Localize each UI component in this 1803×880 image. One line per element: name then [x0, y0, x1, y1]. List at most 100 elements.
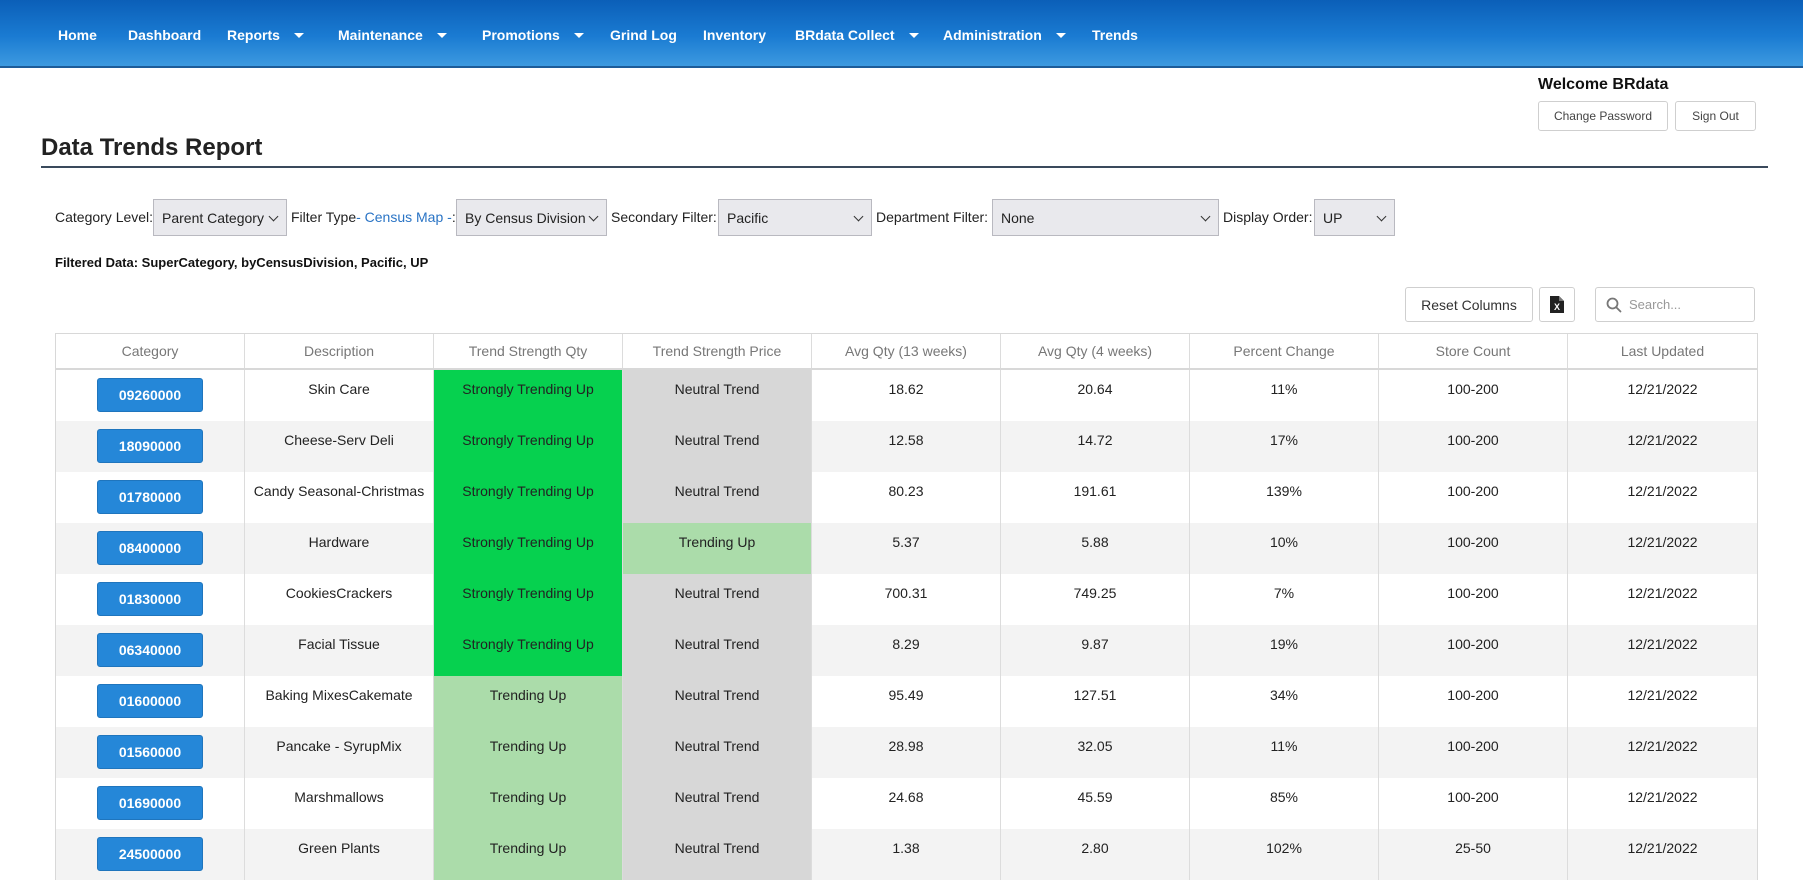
department-filter-select[interactable]: None: [992, 199, 1219, 236]
filtered-data-summary: Filtered Data: SuperCategory, byCensusDi…: [55, 255, 429, 270]
nav-brdata-collect[interactable]: BRdata Collect: [795, 26, 919, 44]
percent-change-cell: 7%: [1190, 574, 1379, 625]
chevron-down-icon: [588, 211, 599, 222]
description-cell: Marshmallows: [245, 778, 434, 829]
avg-qty-4-cell: 20.64: [1001, 370, 1190, 421]
filter-type-select[interactable]: By Census Division: [456, 199, 607, 236]
last-updated-cell: 12/21/2022: [1627, 687, 1698, 703]
nav-reports[interactable]: Reports: [227, 26, 304, 44]
percent-change-cell: 17%: [1190, 421, 1379, 472]
nav-promotions[interactable]: Promotions: [482, 26, 584, 44]
svg-text:X: X: [1554, 302, 1560, 312]
chevron-down-icon: [436, 32, 447, 38]
column-header-description[interactable]: Description: [245, 334, 434, 368]
column-header-store-count[interactable]: Store Count: [1379, 334, 1568, 368]
table-header-row: Category Description Trend Strength Qty …: [56, 334, 1757, 370]
category-cell: 01690000: [56, 778, 245, 829]
avg-qty-13-cell: 12.58: [812, 421, 1001, 472]
title-divider: [41, 166, 1768, 168]
column-header-trend-qty[interactable]: Trend Strength Qty: [434, 334, 623, 368]
secondary-filter-value: Pacific: [727, 210, 769, 226]
nav-inventory-label: Inventory: [703, 27, 767, 43]
trend-qty-cell: Strongly Trending Up: [434, 574, 623, 625]
nav-reports-label: Reports: [227, 27, 280, 43]
trend-price-cell: Trending Up: [623, 523, 812, 574]
category-cell: 01830000: [56, 574, 245, 625]
avg-qty-4-cell: 2.80: [1001, 829, 1190, 880]
category-cell: 08400000: [56, 523, 245, 574]
chevron-down-icon: [908, 32, 919, 38]
excel-export-button[interactable]: X: [1539, 287, 1575, 322]
chevron-down-icon: [1055, 32, 1066, 38]
category-button[interactable]: 01830000: [97, 582, 203, 616]
search-icon: [1606, 297, 1622, 313]
trend-qty-cell: Strongly Trending Up: [434, 421, 623, 472]
excel-export-icon: X: [1550, 296, 1564, 313]
search-field[interactable]: [1595, 287, 1755, 322]
table-row: 06340000 Facial Tissue Strongly Trending U…: [56, 625, 1757, 676]
avg-qty-4-cell: 749.25: [1001, 574, 1190, 625]
column-header-last-updated[interactable]: Last Updated: [1620, 343, 1705, 359]
trend-qty-cell: Strongly Trending Up: [434, 370, 623, 421]
trend-price-cell: Neutral Trend: [623, 778, 812, 829]
trend-price-cell: Neutral Trend: [623, 829, 812, 880]
reset-columns-button[interactable]: Reset Columns: [1405, 287, 1533, 322]
description-cell: Candy Seasonal-Christmas: [245, 472, 434, 523]
nav-grind-log[interactable]: Grind Log: [610, 26, 677, 44]
column-header-category[interactable]: Category: [56, 334, 245, 368]
nav-dashboard[interactable]: Dashboard: [128, 26, 201, 44]
chevron-down-icon: [268, 211, 279, 222]
category-button[interactable]: 24500000: [97, 837, 203, 871]
census-map-link[interactable]: - Census Map -: [356, 209, 452, 225]
nav-administration[interactable]: Administration: [943, 26, 1066, 44]
avg-qty-4-cell: 9.87: [1001, 625, 1190, 676]
category-button[interactable]: 01780000: [97, 480, 203, 514]
category-button[interactable]: 08400000: [97, 531, 203, 565]
column-header-avg-qty-13[interactable]: Avg Qty (13 weeks): [812, 334, 1001, 368]
column-header-avg-qty-4[interactable]: Avg Qty (4 weeks): [1001, 334, 1190, 368]
description-cell: Skin Care: [245, 370, 434, 421]
trend-price-cell: Neutral Trend: [623, 625, 812, 676]
description-cell: Baking MixesCakemate: [245, 676, 434, 727]
category-button[interactable]: 18090000: [97, 429, 203, 463]
last-updated-cell: 12/21/2022: [1627, 840, 1698, 856]
avg-qty-13-cell: 1.38: [812, 829, 1001, 880]
last-updated-cell: 12/21/2022: [1627, 381, 1698, 397]
category-button[interactable]: 01560000: [97, 735, 203, 769]
nav-maintenance[interactable]: Maintenance: [338, 26, 447, 44]
last-updated-cell: 12/21/2022: [1627, 789, 1698, 805]
sign-out-button[interactable]: Sign Out: [1675, 101, 1756, 131]
avg-qty-4-cell: 14.72: [1001, 421, 1190, 472]
department-filter-value: None: [1001, 210, 1035, 226]
category-button[interactable]: 01600000: [97, 684, 203, 718]
chevron-down-icon: [1376, 211, 1387, 222]
secondary-filter-label: Secondary Filter:: [611, 209, 717, 225]
column-header-percent-change[interactable]: Percent Change: [1190, 334, 1379, 368]
avg-qty-13-cell: 28.98: [812, 727, 1001, 778]
nav-trends[interactable]: Trends: [1092, 26, 1138, 44]
category-level-select[interactable]: Parent Category: [153, 199, 287, 236]
display-order-select[interactable]: UP: [1314, 199, 1395, 236]
table-row: 01690000 Marshmallows Trending Up Neutral T…: [56, 778, 1757, 829]
description-cell: CookiesCrackers: [245, 574, 434, 625]
filter-type-label: Filter Type- Census Map -:: [291, 209, 456, 225]
store-count-cell: 100-200: [1379, 523, 1568, 574]
percent-change-cell: 10%: [1190, 523, 1379, 574]
change-password-button[interactable]: Change Password: [1538, 101, 1668, 131]
nav-dashboard-label: Dashboard: [128, 27, 202, 43]
category-button[interactable]: 09260000: [97, 378, 203, 412]
secondary-filter-select[interactable]: Pacific: [718, 199, 872, 236]
nav-inventory[interactable]: Inventory: [703, 26, 766, 44]
department-filter-label: Department Filter:: [876, 209, 989, 225]
chevron-down-icon: [573, 32, 584, 38]
description-cell: Cheese-Serv Deli: [245, 421, 434, 472]
category-button[interactable]: 06340000: [97, 633, 203, 667]
category-button[interactable]: 01690000: [97, 786, 203, 820]
search-input[interactable]: [1629, 288, 1749, 321]
trend-qty-cell: Trending Up: [434, 676, 623, 727]
nav-home[interactable]: Home: [58, 26, 97, 44]
category-cell: 01600000: [56, 676, 245, 727]
table-row: 08400000 Hardware Strongly Trending Up Tren…: [56, 523, 1757, 574]
trend-qty-cell: Trending Up: [434, 829, 623, 880]
column-header-trend-price[interactable]: Trend Strength Price: [623, 334, 812, 368]
